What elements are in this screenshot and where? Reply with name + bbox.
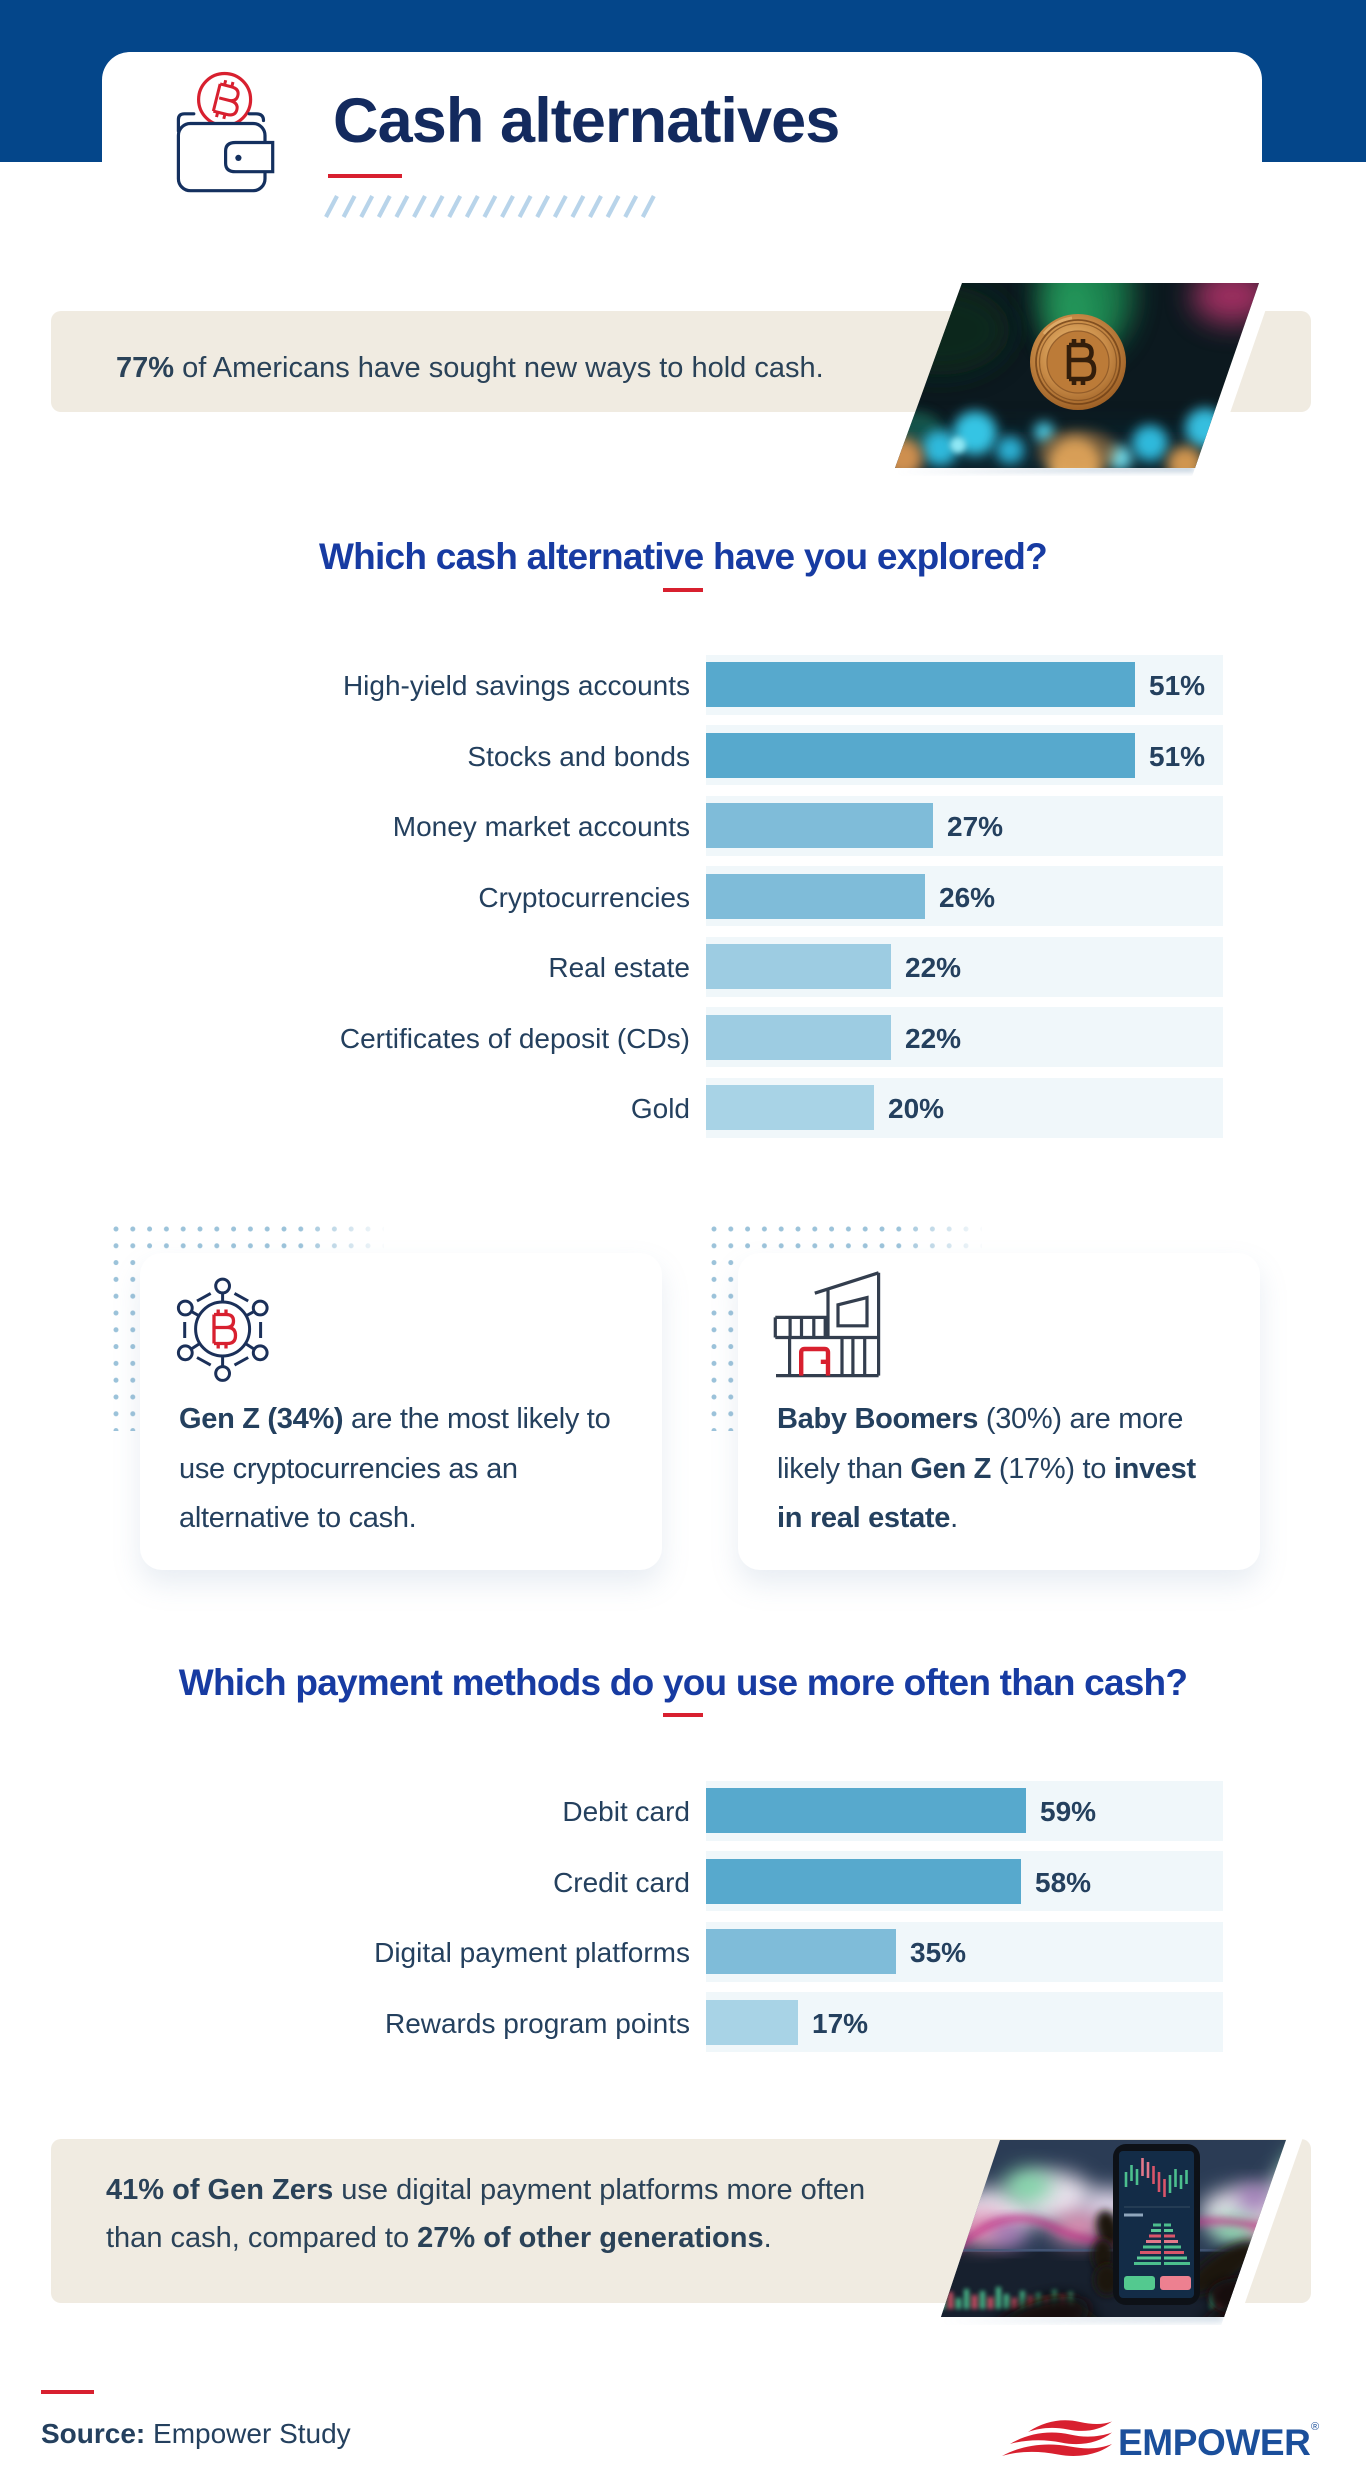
- svg-text:®: ®: [1311, 2421, 1319, 2433]
- svg-text:EMPOWER: EMPOWER: [1118, 2422, 1310, 2463]
